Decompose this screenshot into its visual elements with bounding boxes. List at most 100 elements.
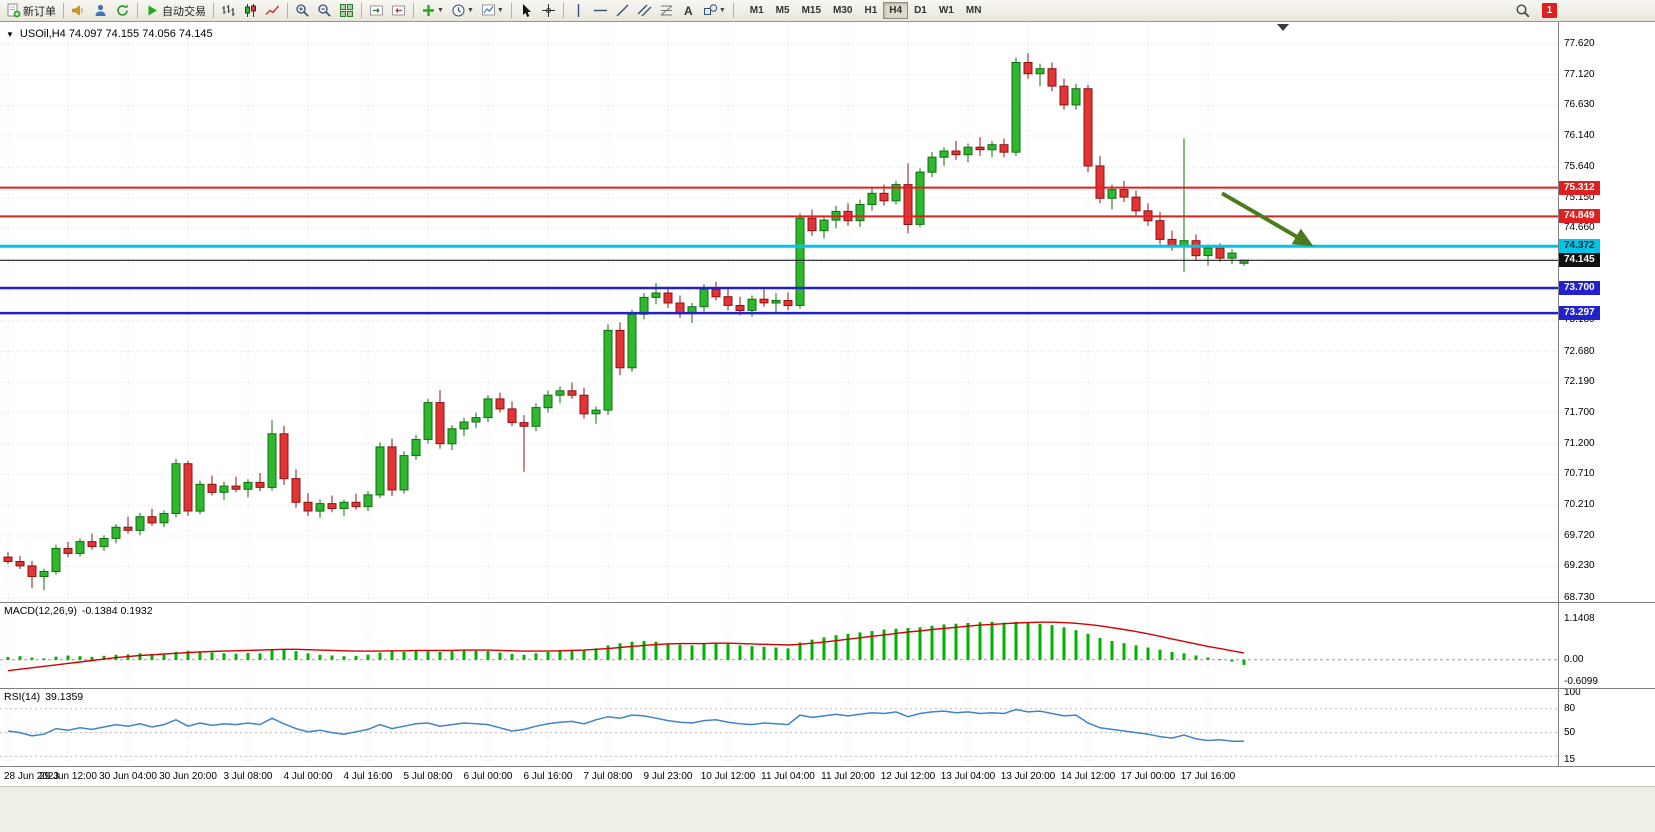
tile-windows-button[interactable] xyxy=(336,1,357,20)
axis-tick-label: -0.6099 xyxy=(1564,675,1598,687)
toolbar-separator xyxy=(732,3,734,18)
axis-tick-label: 1.1408 xyxy=(1564,612,1595,624)
toolbar-separator xyxy=(361,3,362,18)
toolbar-separator xyxy=(63,3,64,18)
chart-shift-icon xyxy=(391,3,406,18)
line-chart-mode-button[interactable] xyxy=(262,1,283,20)
vertical-line-icon xyxy=(571,3,586,18)
axis-tick-label: 71.700 xyxy=(1564,406,1595,418)
refresh-button[interactable] xyxy=(112,1,133,20)
timeframe-M30[interactable]: M30 xyxy=(833,5,853,16)
auto-scroll-button[interactable] xyxy=(366,1,387,20)
axis-tick-label: 77.620 xyxy=(1564,37,1595,49)
toolbar-separator xyxy=(510,3,512,18)
channel-tool[interactable] xyxy=(634,1,655,20)
alerts-button[interactable] xyxy=(68,1,89,20)
autotrade-button[interactable]: 自动交易 xyxy=(142,1,209,20)
rsi-name: RSI(14) xyxy=(4,691,41,703)
toolbar-separator xyxy=(287,3,288,18)
new-order-label: 新订单 xyxy=(23,5,56,18)
chart-shift-button[interactable] xyxy=(388,1,409,20)
time-axis-label: 29 Jun 12:00 xyxy=(39,771,97,782)
shapes-tool[interactable]: ▼ xyxy=(700,1,729,20)
axis-tick-label: 69.230 xyxy=(1564,560,1595,572)
timeframe-M5[interactable]: M5 xyxy=(775,5,790,16)
bar-chart-mode-button[interactable] xyxy=(218,1,239,20)
rsi-chart[interactable] xyxy=(0,688,1558,766)
timeframe-M15[interactable]: M15 xyxy=(801,5,822,16)
cursor-button[interactable] xyxy=(516,1,537,20)
periods-button[interactable]: ▼ xyxy=(448,1,477,20)
autotrade-label: 自动交易 xyxy=(162,5,206,18)
time-axis-label: 4 Jul 00:00 xyxy=(283,771,333,782)
price-axis[interactable]: 77.620 77.120 76.630 76.140 75.640 75.150 74.6… xyxy=(1558,22,1655,766)
timeframe-H4[interactable]: H4 xyxy=(883,2,909,19)
zoom-in-button[interactable] xyxy=(292,1,313,20)
rsi-panel[interactable]: RSI(14) 39.1359 xyxy=(0,688,1558,766)
time-axis-label: 17 Jul 00:00 xyxy=(1120,771,1176,782)
text-tool[interactable]: A xyxy=(678,1,699,20)
timeframe-H1[interactable]: H1 xyxy=(864,5,878,16)
chevron-down-icon: ▼ xyxy=(437,7,444,14)
time-axis-label: 3 Jul 08:00 xyxy=(223,771,273,782)
clock-icon xyxy=(451,3,466,18)
toolbar-separator xyxy=(213,3,214,18)
panel-separator[interactable] xyxy=(0,602,1655,603)
chart-title: USOil,H4 74.097 74.155 74.056 74.145 xyxy=(19,28,213,40)
axis-tick-label: 69.720 xyxy=(1564,529,1595,541)
crosshair-button[interactable] xyxy=(538,1,559,20)
time-axis-label: 6 Jul 00:00 xyxy=(463,771,513,782)
axis-tick-label: 72.680 xyxy=(1564,345,1595,357)
time-axis-label: 13 Jul 04:00 xyxy=(940,771,996,782)
accounts-button[interactable] xyxy=(90,1,111,20)
time-axis-label: 14 Jul 12:00 xyxy=(1060,771,1116,782)
axis-tick-label: 68.730 xyxy=(1564,591,1595,603)
timeframe-W1[interactable]: W1 xyxy=(938,5,954,16)
toolbar-separator xyxy=(137,3,138,18)
axis-tick-label: 75.640 xyxy=(1564,161,1595,173)
axis-tick-label: 80 xyxy=(1564,702,1576,714)
toolbar-separator xyxy=(413,3,414,18)
macd-name: MACD(12,26,9) xyxy=(4,605,77,617)
axis-tick-label: 72.190 xyxy=(1564,376,1595,388)
play-icon xyxy=(145,3,160,18)
candlestick-mode-button[interactable] xyxy=(240,1,261,20)
templates-button[interactable]: ▼ xyxy=(478,1,507,20)
vertical-line-tool[interactable] xyxy=(568,1,589,20)
time-axis-label: 9 Jul 23:00 xyxy=(643,771,693,782)
macd-chart[interactable] xyxy=(0,602,1558,688)
ohlc-bars-icon xyxy=(221,3,236,18)
fibonacci-icon xyxy=(659,3,674,18)
timeframe-D1[interactable]: D1 xyxy=(914,5,927,16)
rsi-label-row: RSI(14) 39.1359 xyxy=(4,691,83,703)
template-chart-icon xyxy=(481,3,496,18)
fibonacci-tool[interactable] xyxy=(656,1,677,20)
candlestick-chart[interactable] xyxy=(0,22,1558,602)
zoom-out-button[interactable] xyxy=(314,1,335,20)
axis-tick-label: 0.00 xyxy=(1564,653,1584,665)
time-axis[interactable]: 28 Jun 2023 29 Jun 12:00 30 Jun 04:00 30 Ju… xyxy=(0,766,1655,786)
panel-separator[interactable] xyxy=(0,688,1655,689)
search-icon xyxy=(1515,3,1530,18)
timeframe-M1[interactable]: M1 xyxy=(749,5,764,16)
axis-tick-label: 74.660 xyxy=(1564,222,1595,234)
time-axis-label: 4 Jul 16:00 xyxy=(343,771,393,782)
trendline-tool[interactable] xyxy=(612,1,633,20)
macd-panel[interactable]: MACD(12,26,9) -0.1384 0.1932 xyxy=(0,602,1558,688)
plot-column: ▼ USOil,H4 74.097 74.155 74.056 74.145 M… xyxy=(0,22,1558,766)
main-chart-panel[interactable]: ▼ USOil,H4 74.097 74.155 74.056 74.145 xyxy=(0,22,1558,602)
time-axis-label: 10 Jul 12:00 xyxy=(700,771,756,782)
notification-badge[interactable]: 1 xyxy=(1542,3,1557,18)
zoom-out-icon xyxy=(317,3,332,18)
time-axis-label: 30 Jun 04:00 xyxy=(99,771,157,782)
zoom-in-icon xyxy=(295,3,310,18)
chart-menu-icon[interactable]: ▼ xyxy=(6,29,14,39)
search-button[interactable] xyxy=(1512,1,1533,20)
chevron-down-icon: ▼ xyxy=(466,7,474,14)
new-order-button[interactable]: 新订单 xyxy=(3,1,59,20)
timeframe-MN[interactable]: MN xyxy=(965,5,982,16)
horizontal-line-tool[interactable] xyxy=(590,1,611,20)
indicators-button[interactable]: ▼ xyxy=(418,1,447,20)
hline-price-tag: 75.312 xyxy=(1559,180,1600,195)
text-icon: A xyxy=(683,3,693,18)
